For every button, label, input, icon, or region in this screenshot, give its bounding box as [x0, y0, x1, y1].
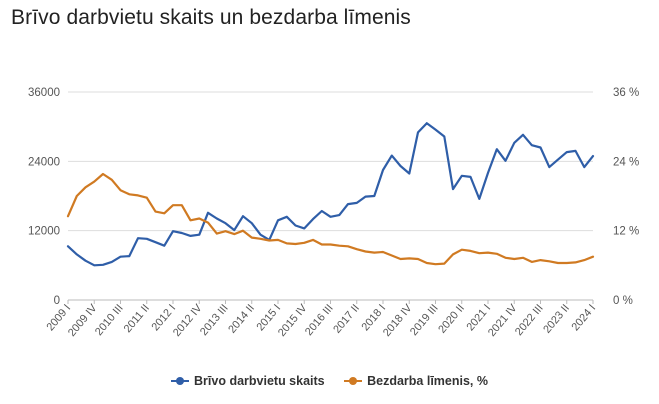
x-tick-label: 2021 IV — [486, 302, 520, 339]
legend-swatch-vacancies — [171, 376, 190, 386]
x-tick-label: 2024 I — [569, 302, 598, 333]
y-right-tick-label: 24 % — [613, 156, 639, 168]
x-tick-label: 2009 IV — [66, 302, 100, 339]
legend: Brīvo darbvietu skaits Bezdarba līmenis,… — [0, 374, 659, 389]
y-right-tick-label: 36 % — [613, 87, 639, 99]
x-tick-label: 2014 II — [226, 302, 257, 335]
x-tick-label: 2016 III — [303, 302, 336, 338]
unemployment-line[interactable] — [66, 172, 595, 266]
x-tick-label: 2017 II — [331, 302, 362, 335]
x-tick-label: 2018 IV — [381, 302, 415, 339]
chart-title: Brīvo darbvietu skaits un bezdarba līmen… — [11, 6, 411, 29]
y-right-tick-label: 12 % — [613, 226, 639, 238]
y-left-tick-label: 24000 — [28, 156, 60, 168]
legend-swatch-unemployment — [344, 376, 363, 386]
x-tick-label: 2013 III — [198, 302, 231, 338]
legend-label-unemployment: Bezdarba līmenis, % — [367, 374, 488, 388]
right-y-axis: 0 % 12 % 24 % 36 % — [613, 87, 639, 307]
legend-item-vacancies[interactable]: Brīvo darbvietu skaits — [171, 374, 325, 388]
y-left-tick-label: 12000 — [28, 226, 60, 238]
x-tick-label: 2022 III — [513, 302, 546, 338]
x-tick-label: 2019 III — [408, 302, 441, 338]
x-tick-label: 2012 IV — [171, 302, 205, 339]
left-y-axis: 0 12000 24000 36000 — [28, 87, 60, 307]
grid-lines — [68, 91, 593, 301]
vacancies-line[interactable] — [66, 122, 595, 267]
legend-label-vacancies: Brīvo darbvietu skaits — [194, 374, 325, 388]
y-left-tick-label: 0 — [54, 295, 60, 307]
legend-item-unemployment[interactable]: Bezdarba līmenis, % — [344, 374, 488, 388]
y-left-tick-label: 36000 — [28, 87, 60, 99]
y-right-tick-label: 0 % — [613, 295, 633, 307]
x-tick-label: 2020 II — [436, 302, 467, 335]
x-tick-label: 2023 II — [541, 302, 572, 335]
x-tick-label: 2010 III — [93, 302, 126, 338]
x-tick-label: 2015 IV — [276, 302, 310, 339]
x-tick-label: 2011 II — [122, 302, 152, 335]
series-lines — [66, 122, 595, 267]
